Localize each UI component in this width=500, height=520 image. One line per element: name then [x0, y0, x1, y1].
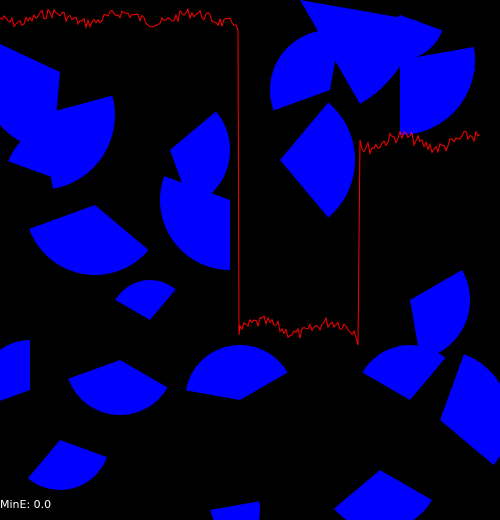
- sector-shape: [29, 205, 148, 275]
- min-energy-label: MinE: 0.0: [0, 498, 51, 511]
- sector-shape: [68, 360, 167, 415]
- sector-shape: [115, 280, 175, 320]
- sector-shape: [334, 470, 432, 520]
- sector-shape: [280, 103, 355, 218]
- sector-shape: [410, 270, 470, 359]
- sector-shape: [210, 501, 260, 520]
- sector-shape: [160, 176, 230, 270]
- sector-shape: [440, 354, 500, 465]
- sector-shape: [362, 345, 445, 400]
- sector-shape: [0, 340, 30, 407]
- sector-shape: [28, 440, 107, 490]
- sector-shape: [400, 47, 475, 135]
- sector-shape: [186, 345, 288, 400]
